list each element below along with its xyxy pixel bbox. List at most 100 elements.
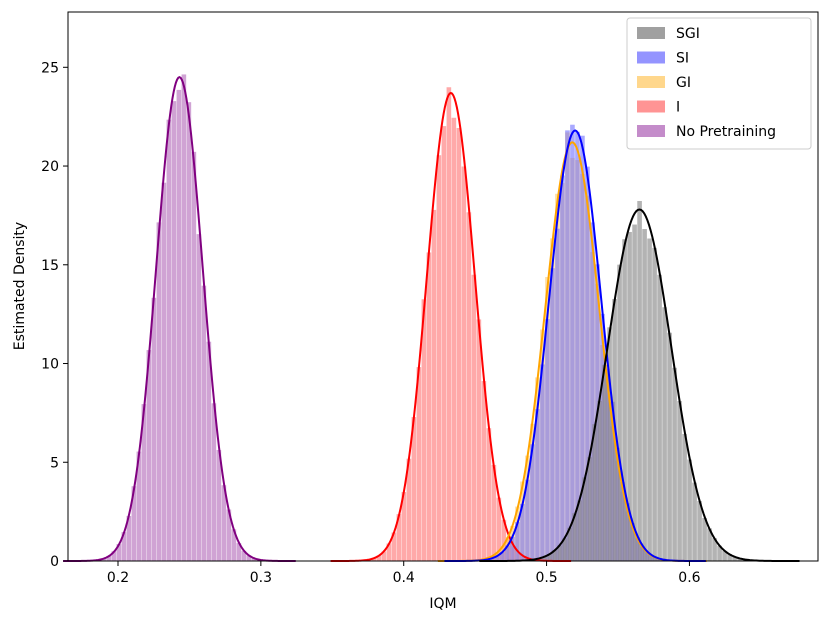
bars-i bbox=[366, 87, 537, 562]
histogram-bar bbox=[196, 234, 202, 561]
histogram-bar bbox=[500, 552, 505, 561]
histogram-bar bbox=[156, 222, 162, 561]
histogram-bars bbox=[96, 74, 747, 562]
histogram-bar bbox=[166, 119, 172, 562]
histogram-bar bbox=[682, 433, 687, 561]
histogram-bar bbox=[431, 209, 437, 562]
histogram-bar bbox=[106, 555, 112, 561]
histogram-bar bbox=[406, 458, 412, 561]
histogram-bar bbox=[652, 247, 657, 561]
histogram-bar bbox=[565, 130, 570, 561]
histogram-bar bbox=[602, 364, 607, 561]
legend: SGI SI GI I No Pretraining bbox=[626, 17, 812, 150]
y-tick-label: 0 bbox=[50, 554, 59, 570]
histogram-bar bbox=[622, 239, 627, 561]
density-curve-sgi bbox=[479, 208, 800, 562]
histogram-bar bbox=[587, 457, 592, 561]
histogram-bar bbox=[216, 450, 222, 561]
histogram-bar bbox=[201, 285, 207, 561]
histogram-bar bbox=[176, 89, 182, 562]
x-axis-label: IQM bbox=[429, 596, 456, 612]
histogram-bar bbox=[111, 551, 117, 561]
density-curve-no-pretraining bbox=[63, 76, 296, 562]
histogram-bar bbox=[141, 404, 147, 561]
histogram-bar bbox=[712, 538, 717, 561]
histogram-bar bbox=[570, 124, 575, 561]
legend-label-si: SI bbox=[676, 51, 689, 67]
histogram-bar bbox=[547, 554, 552, 561]
y-tick-label: 20 bbox=[41, 159, 59, 175]
histogram-bar bbox=[677, 401, 682, 561]
histogram-bar bbox=[727, 554, 732, 561]
x-tick-label: 0.4 bbox=[393, 570, 415, 586]
histogram-bar bbox=[642, 229, 647, 561]
histogram-bar bbox=[236, 543, 242, 561]
histogram-bar bbox=[161, 182, 167, 561]
histogram-bar bbox=[692, 482, 697, 561]
histogram-bar bbox=[411, 417, 417, 561]
legend-label-i: I bbox=[676, 100, 680, 116]
legend-swatch-gi bbox=[637, 76, 665, 88]
density-curve-si bbox=[444, 129, 706, 562]
histogram-bar bbox=[171, 101, 177, 562]
histogram-bar bbox=[116, 544, 122, 561]
histogram-bar bbox=[381, 551, 387, 561]
histogram-bar bbox=[371, 558, 377, 561]
histogram-bar bbox=[540, 364, 545, 561]
histogram-bar bbox=[501, 519, 507, 561]
histogram-bar bbox=[446, 87, 452, 561]
histogram-bar bbox=[246, 555, 252, 561]
histogram-bar bbox=[545, 319, 550, 561]
histogram-bar bbox=[491, 464, 497, 561]
histogram-bar bbox=[131, 486, 137, 561]
histogram-bar bbox=[416, 367, 422, 561]
plot-frame bbox=[67, 11, 819, 562]
histogram-bar bbox=[136, 451, 142, 561]
histogram-bar bbox=[126, 515, 132, 561]
histogram-bar bbox=[597, 400, 602, 561]
histogram-bar bbox=[421, 299, 427, 561]
histogram-bar bbox=[191, 151, 197, 561]
histogram-bar bbox=[662, 307, 667, 561]
histogram-bar bbox=[560, 175, 565, 561]
histogram-bar bbox=[466, 212, 472, 562]
y-tick-label: 10 bbox=[41, 357, 59, 373]
x-axis-ticks: 0.2 0.3 0.4 0.5 0.6 bbox=[107, 561, 701, 586]
histogram-bar bbox=[555, 228, 560, 561]
legend-swatch-i bbox=[637, 100, 665, 113]
histogram-bar bbox=[151, 297, 157, 561]
histogram-bar bbox=[101, 558, 107, 561]
histogram-bar bbox=[577, 500, 582, 561]
histogram-bar bbox=[567, 527, 572, 561]
histogram-bar bbox=[436, 155, 442, 561]
histogram-bar bbox=[490, 557, 495, 561]
histogram-bar bbox=[732, 556, 737, 561]
histogram-bar bbox=[525, 479, 530, 561]
histogram-bar bbox=[226, 509, 232, 561]
legend-swatch-sgi bbox=[637, 27, 665, 39]
y-axis-label: Estimated Density bbox=[12, 222, 28, 350]
y-tick-label: 25 bbox=[41, 60, 59, 76]
histogram-bar bbox=[580, 135, 585, 561]
histogram-bar bbox=[515, 522, 520, 561]
histogram-bar bbox=[592, 424, 597, 561]
histogram-bar bbox=[572, 513, 577, 561]
legend-label-gi: GI bbox=[676, 75, 691, 91]
x-tick-label: 0.2 bbox=[107, 570, 129, 586]
histogram-bar bbox=[582, 477, 587, 561]
histogram-bar bbox=[426, 252, 432, 561]
histogram-bar bbox=[550, 268, 555, 561]
histogram-bar bbox=[121, 532, 127, 561]
legend-swatch-no-pretraining bbox=[637, 125, 665, 137]
histogram-bar bbox=[672, 367, 677, 561]
histogram-bar bbox=[585, 166, 590, 561]
x-tick-label: 0.3 bbox=[250, 570, 272, 586]
histogram-bar bbox=[461, 166, 467, 561]
histogram-bar bbox=[206, 341, 212, 561]
histogram-bar bbox=[211, 403, 217, 561]
bars-no-pretraining bbox=[96, 74, 262, 562]
histogram-bar bbox=[481, 381, 487, 561]
histogram-bar bbox=[510, 536, 515, 561]
histogram-bar bbox=[495, 555, 500, 561]
histogram-bar bbox=[231, 529, 237, 561]
